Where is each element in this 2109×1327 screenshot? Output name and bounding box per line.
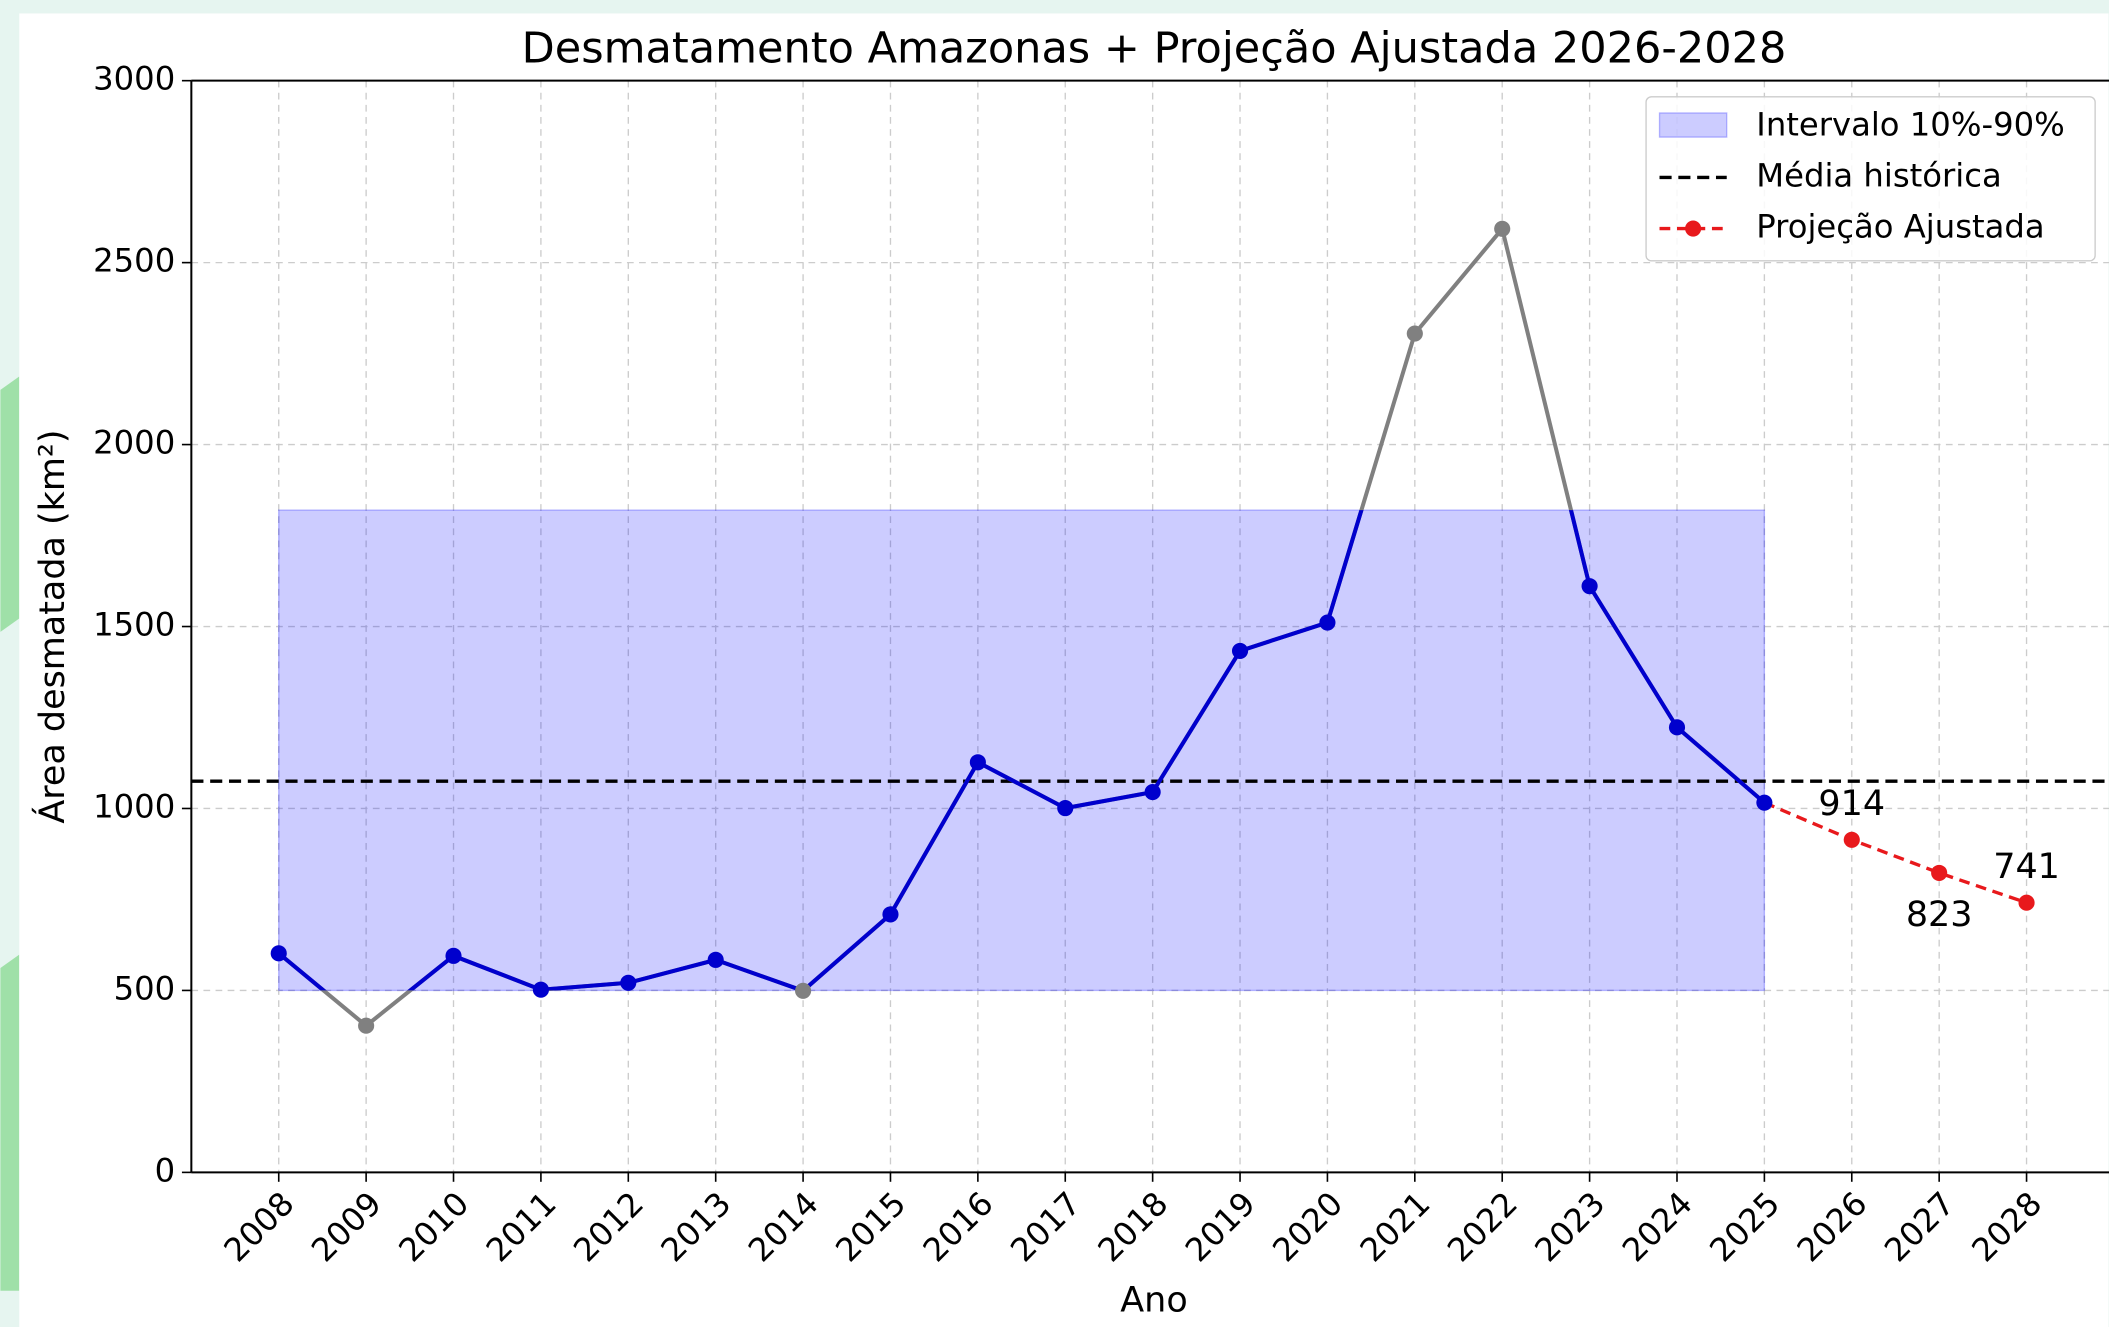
data-point	[358, 1017, 375, 1034]
legend-box	[1645, 96, 2096, 262]
data-point	[532, 981, 549, 998]
y-tick-label: 1500	[93, 606, 175, 644]
legend-label: Intervalo 10%-90%	[1756, 105, 2065, 143]
data-point	[1319, 614, 1336, 631]
legend-label: Projeção Ajustada	[1756, 208, 2044, 246]
legend-label: Média histórica	[1756, 156, 2001, 194]
projection-point	[2018, 894, 2035, 911]
data-point	[1581, 578, 1598, 595]
y-tick-label: 500	[114, 969, 176, 1007]
y-tick-label: 2500	[93, 242, 175, 280]
projection-point	[1931, 864, 1948, 881]
data-point	[620, 974, 637, 991]
chart-title: Desmatamento Amazonas + Projeção Ajustad…	[522, 24, 1787, 74]
data-point	[1668, 719, 1686, 736]
data-point	[1756, 794, 1773, 811]
data-point	[1144, 784, 1161, 801]
line-in-band	[277, 510, 1766, 991]
y-tick-label: 3000	[93, 60, 175, 98]
data-point	[969, 754, 986, 771]
legend-swatch	[1685, 220, 1702, 237]
data-point	[445, 947, 462, 964]
data-point	[707, 951, 724, 968]
data-point	[1406, 325, 1423, 342]
y-tick-label: 0	[155, 1151, 176, 1189]
data-point	[795, 982, 812, 999]
y-axis-label: Área desmatada (km²)	[31, 429, 73, 823]
data-label: 823	[1906, 895, 1973, 935]
data-point	[270, 945, 287, 962]
data-point	[1057, 800, 1074, 817]
data-label: 914	[1818, 784, 1885, 824]
data-point	[1494, 220, 1511, 237]
data-label: 741	[1993, 847, 2060, 887]
decor-hexagon	[0, 954, 20, 1291]
data-point	[1231, 642, 1249, 659]
x-axis-label: Ano	[1120, 1280, 1187, 1320]
data-point	[882, 906, 899, 923]
y-tick-label: 2000	[93, 424, 175, 462]
projection-point	[1843, 831, 1860, 848]
y-tick-label: 1000	[93, 787, 175, 825]
decor-hexagon	[0, 376, 20, 632]
projection-line	[1763, 801, 2028, 905]
legend-swatch	[1658, 112, 1728, 138]
interval-band	[278, 509, 1766, 992]
